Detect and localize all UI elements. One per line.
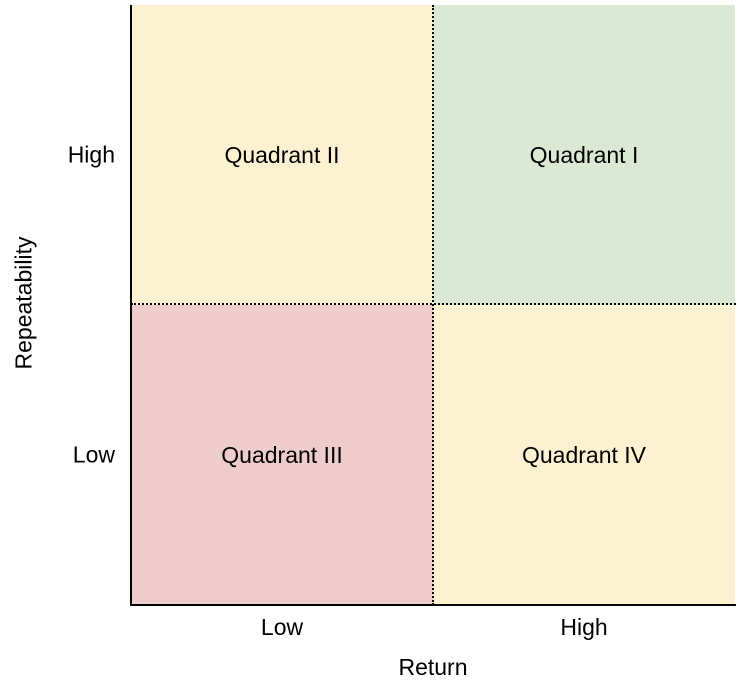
quadrant-iii-label: Quadrant III [221, 441, 343, 468]
x-axis-line [130, 604, 736, 606]
quadrant-ii: Quadrant II [131, 5, 433, 305]
horizontal-divider [131, 303, 736, 305]
quadrant-i-label: Quadrant I [529, 141, 639, 168]
y-tick-high: High [67, 141, 115, 168]
quadrant-iii: Quadrant III [131, 305, 433, 605]
quadrant-iv-label: Quadrant IV [521, 441, 647, 468]
quadrant-i: Quadrant I [433, 5, 735, 305]
x-tick-low: Low [260, 614, 304, 640]
y-tick-low: Low [72, 441, 115, 468]
y-axis-title: Repeatability [10, 236, 37, 370]
x-tick-high: High [560, 614, 608, 640]
quadrant-ii-label: Quadrant II [224, 141, 340, 168]
x-axis-title: Return [398, 654, 468, 680]
vertical-divider [432, 5, 434, 605]
y-axis-line [130, 5, 132, 605]
quadrant-iv: Quadrant IV [433, 305, 735, 605]
